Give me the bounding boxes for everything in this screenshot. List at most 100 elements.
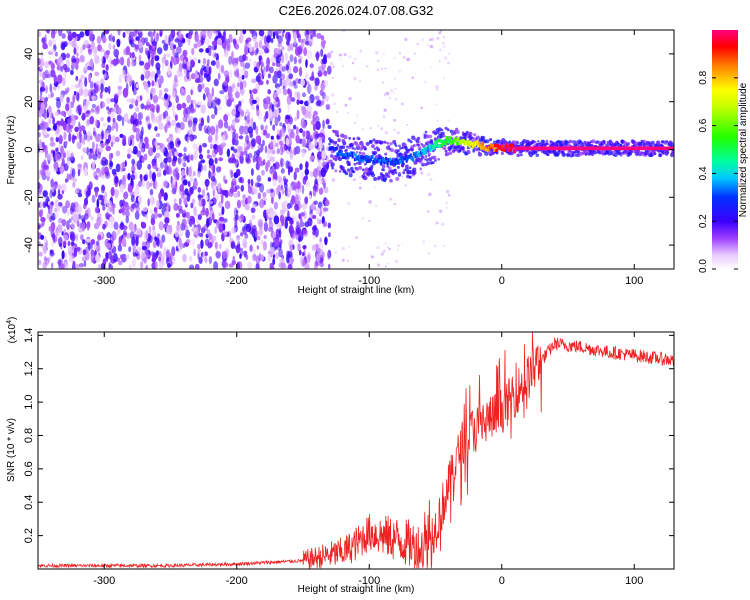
noise-cell [246,115,251,124]
noise-cell [234,70,239,78]
noise-cell [264,145,268,154]
noise-cell [229,158,234,164]
noise-cell [163,43,169,51]
noise-cell [223,231,228,236]
noise-cell [251,99,257,104]
noise-cell [53,85,57,91]
signal-core-cell [439,139,442,143]
noise-cell [150,217,156,226]
noise-cell [62,77,66,86]
noise-cell [70,202,76,212]
noise-cell [172,90,176,97]
noise-cell [165,53,171,58]
signal-core-cell [489,146,492,150]
noise-cell [361,217,364,220]
noise-cell [226,43,232,49]
noise-cell [394,77,397,80]
noise-cell [96,198,100,209]
noise-cell [205,195,209,201]
noise-cell [285,216,292,221]
noise-cell [99,91,103,99]
noise-cell [302,245,307,250]
noise-cell [86,61,90,67]
noise-cell [207,134,213,143]
noise-cell [208,200,214,205]
noise-cell [245,223,252,233]
noise-cell [71,58,77,63]
noise-cell [200,239,204,249]
noise-cell [317,72,323,77]
noise-cell [178,197,182,206]
signal-halo-cell [422,162,426,166]
noise-cell [293,171,297,181]
noise-cell [70,241,75,246]
noise-cell [138,54,142,63]
noise-cell [347,202,350,204]
noise-cell [256,107,260,117]
noise-cell [104,86,109,93]
noise-cell [163,210,170,220]
noise-cell [72,260,76,265]
noise-cell [239,253,242,259]
noise-cell [389,198,392,201]
noise-cell [174,151,179,157]
signal-halo-cell [343,134,348,140]
noise-cell [383,93,387,97]
noise-cell [271,165,275,175]
noise-cell [150,31,153,40]
noise-cell [243,241,247,249]
noise-cell [274,116,279,127]
noise-cell [171,187,177,195]
noise-cell [39,223,44,228]
noise-cell [138,141,143,150]
noise-cell [316,32,322,39]
noise-cell [38,112,42,118]
noise-cell [174,172,180,181]
noise-cell [101,36,107,44]
noise-cell [305,161,309,170]
noise-cell [137,112,143,121]
noise-cell [86,146,90,156]
noise-cell [389,88,394,93]
signal-halo-cell [448,151,453,156]
noise-cell [50,201,54,207]
noise-cell [270,135,274,140]
noise-cell [176,46,182,55]
noise-cell [135,132,141,142]
x-tick-label: -100 [358,275,380,287]
noise-cell [83,197,89,206]
signal-halo-cell [542,140,545,144]
noise-cell [273,215,280,225]
noise-cell [388,247,391,251]
noise-cell [77,204,83,215]
noise-cell [83,213,89,220]
noise-cell [147,198,150,207]
noise-cell [133,200,140,208]
signal-halo-cell [561,152,566,157]
signal-core-cell [412,158,415,162]
noise-cell [63,90,68,95]
noise-cell [223,218,228,223]
noise-cell [82,239,86,245]
noise-cell [143,81,149,91]
noise-cell [301,150,306,158]
noise-cell [94,206,99,214]
noise-cell [86,135,91,143]
noise-cell [127,173,131,181]
noise-cell [218,223,224,233]
noise-cell [126,74,132,83]
noise-cell [116,114,122,122]
noise-cell [253,60,257,69]
signal-halo-cell [408,175,412,179]
noise-cell [127,119,131,124]
noise-cell [394,87,397,91]
noise-cell [223,114,229,122]
noise-cell [221,189,228,196]
y-tick-label: 0.4 [23,495,35,510]
noise-cell [242,30,247,35]
noise-cell [118,74,122,84]
signal-halo-cell [427,152,431,156]
noise-cell [215,124,219,134]
signal-core-cell [505,142,508,147]
noise-cell [297,188,302,193]
